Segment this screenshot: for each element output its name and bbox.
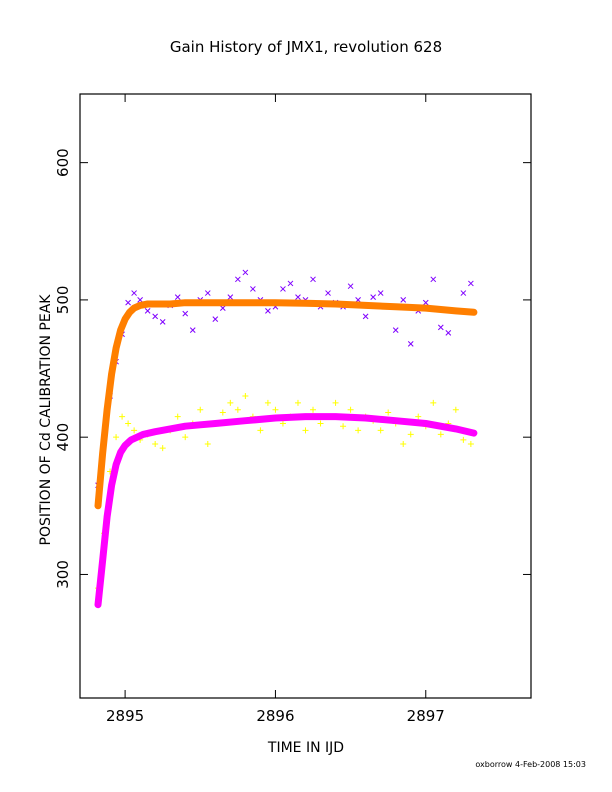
fit-curve bbox=[94, 413, 478, 609]
data-point bbox=[174, 413, 181, 420]
data-point bbox=[250, 286, 256, 292]
x-tick-label: 2897 bbox=[407, 707, 445, 725]
data-point bbox=[310, 276, 316, 283]
data-point bbox=[131, 290, 137, 296]
data-point bbox=[144, 308, 151, 314]
series-3 bbox=[94, 413, 478, 609]
x-tick-label: 2896 bbox=[256, 707, 294, 725]
data-point bbox=[460, 290, 467, 296]
plot-frame bbox=[79, 93, 532, 699]
data-point bbox=[294, 399, 301, 406]
data-point bbox=[392, 327, 399, 333]
data-point bbox=[452, 406, 459, 413]
data-point bbox=[400, 441, 407, 448]
data-point bbox=[460, 436, 467, 443]
data-point bbox=[340, 423, 347, 430]
data-point bbox=[347, 406, 354, 413]
data-point bbox=[125, 420, 132, 427]
data-point bbox=[287, 280, 294, 287]
data-point bbox=[227, 294, 234, 301]
data-point bbox=[159, 445, 166, 452]
chart-title: Gain History of JMX1, revolution 628 bbox=[169, 38, 443, 56]
x-axis-label: TIME IN IJD bbox=[267, 740, 345, 756]
data-point bbox=[234, 276, 241, 283]
series-1 bbox=[94, 299, 478, 510]
data-point bbox=[159, 319, 166, 325]
data-point bbox=[265, 308, 271, 314]
data-point bbox=[370, 294, 377, 301]
data-point bbox=[377, 290, 384, 296]
data-point bbox=[227, 399, 234, 406]
data-point bbox=[467, 441, 474, 448]
data-point bbox=[242, 269, 249, 276]
data-point bbox=[257, 427, 264, 434]
data-point bbox=[325, 290, 331, 296]
y-tick-label: 600 bbox=[54, 148, 72, 177]
data-point bbox=[119, 413, 126, 420]
data-point bbox=[437, 324, 444, 331]
data-point bbox=[182, 434, 189, 441]
data-point bbox=[197, 406, 204, 413]
data-point bbox=[182, 310, 189, 317]
data-point bbox=[272, 406, 279, 413]
data-point bbox=[212, 316, 219, 322]
data-point bbox=[295, 294, 301, 301]
data-point bbox=[234, 406, 241, 413]
data-point bbox=[264, 399, 271, 406]
data-point bbox=[347, 283, 354, 290]
data-point bbox=[131, 427, 138, 434]
data-point bbox=[407, 340, 414, 347]
data-point bbox=[437, 431, 444, 438]
data-point bbox=[355, 427, 362, 434]
data-point bbox=[204, 290, 211, 296]
data-point bbox=[152, 313, 159, 320]
data-point bbox=[125, 299, 131, 306]
data-point bbox=[362, 313, 369, 320]
data-point bbox=[400, 297, 407, 303]
data-point bbox=[152, 441, 159, 448]
y-tick-label: 400 bbox=[54, 423, 72, 452]
footer-stamp: oxborrow 4-Feb-2008 15:03 bbox=[475, 760, 586, 769]
data-point bbox=[310, 406, 317, 413]
x-tick-label: 2895 bbox=[106, 707, 144, 725]
data-point bbox=[407, 431, 414, 438]
data-point bbox=[189, 327, 196, 333]
data-point bbox=[317, 420, 324, 427]
data-point bbox=[468, 280, 474, 287]
data-point bbox=[280, 286, 286, 292]
y-tick-label: 300 bbox=[54, 560, 72, 589]
data-point bbox=[219, 409, 226, 416]
data-point bbox=[242, 393, 249, 399]
data-point bbox=[279, 420, 286, 427]
data-point bbox=[445, 330, 452, 336]
data-point bbox=[174, 294, 181, 301]
data-point bbox=[385, 409, 392, 416]
data-point bbox=[422, 299, 429, 306]
data-point bbox=[204, 441, 211, 448]
data-point bbox=[302, 427, 309, 434]
fit-curve bbox=[94, 299, 478, 510]
data-point bbox=[430, 399, 437, 406]
data-point bbox=[415, 413, 422, 420]
y-axis-label: POSITION OF Cd CALIBRATION PEAK bbox=[38, 294, 54, 546]
y-tick-label: 500 bbox=[54, 286, 72, 315]
data-point bbox=[332, 399, 339, 406]
data-point bbox=[219, 305, 226, 311]
data-point bbox=[113, 434, 120, 441]
data-point bbox=[430, 276, 437, 283]
data-point bbox=[377, 427, 384, 434]
